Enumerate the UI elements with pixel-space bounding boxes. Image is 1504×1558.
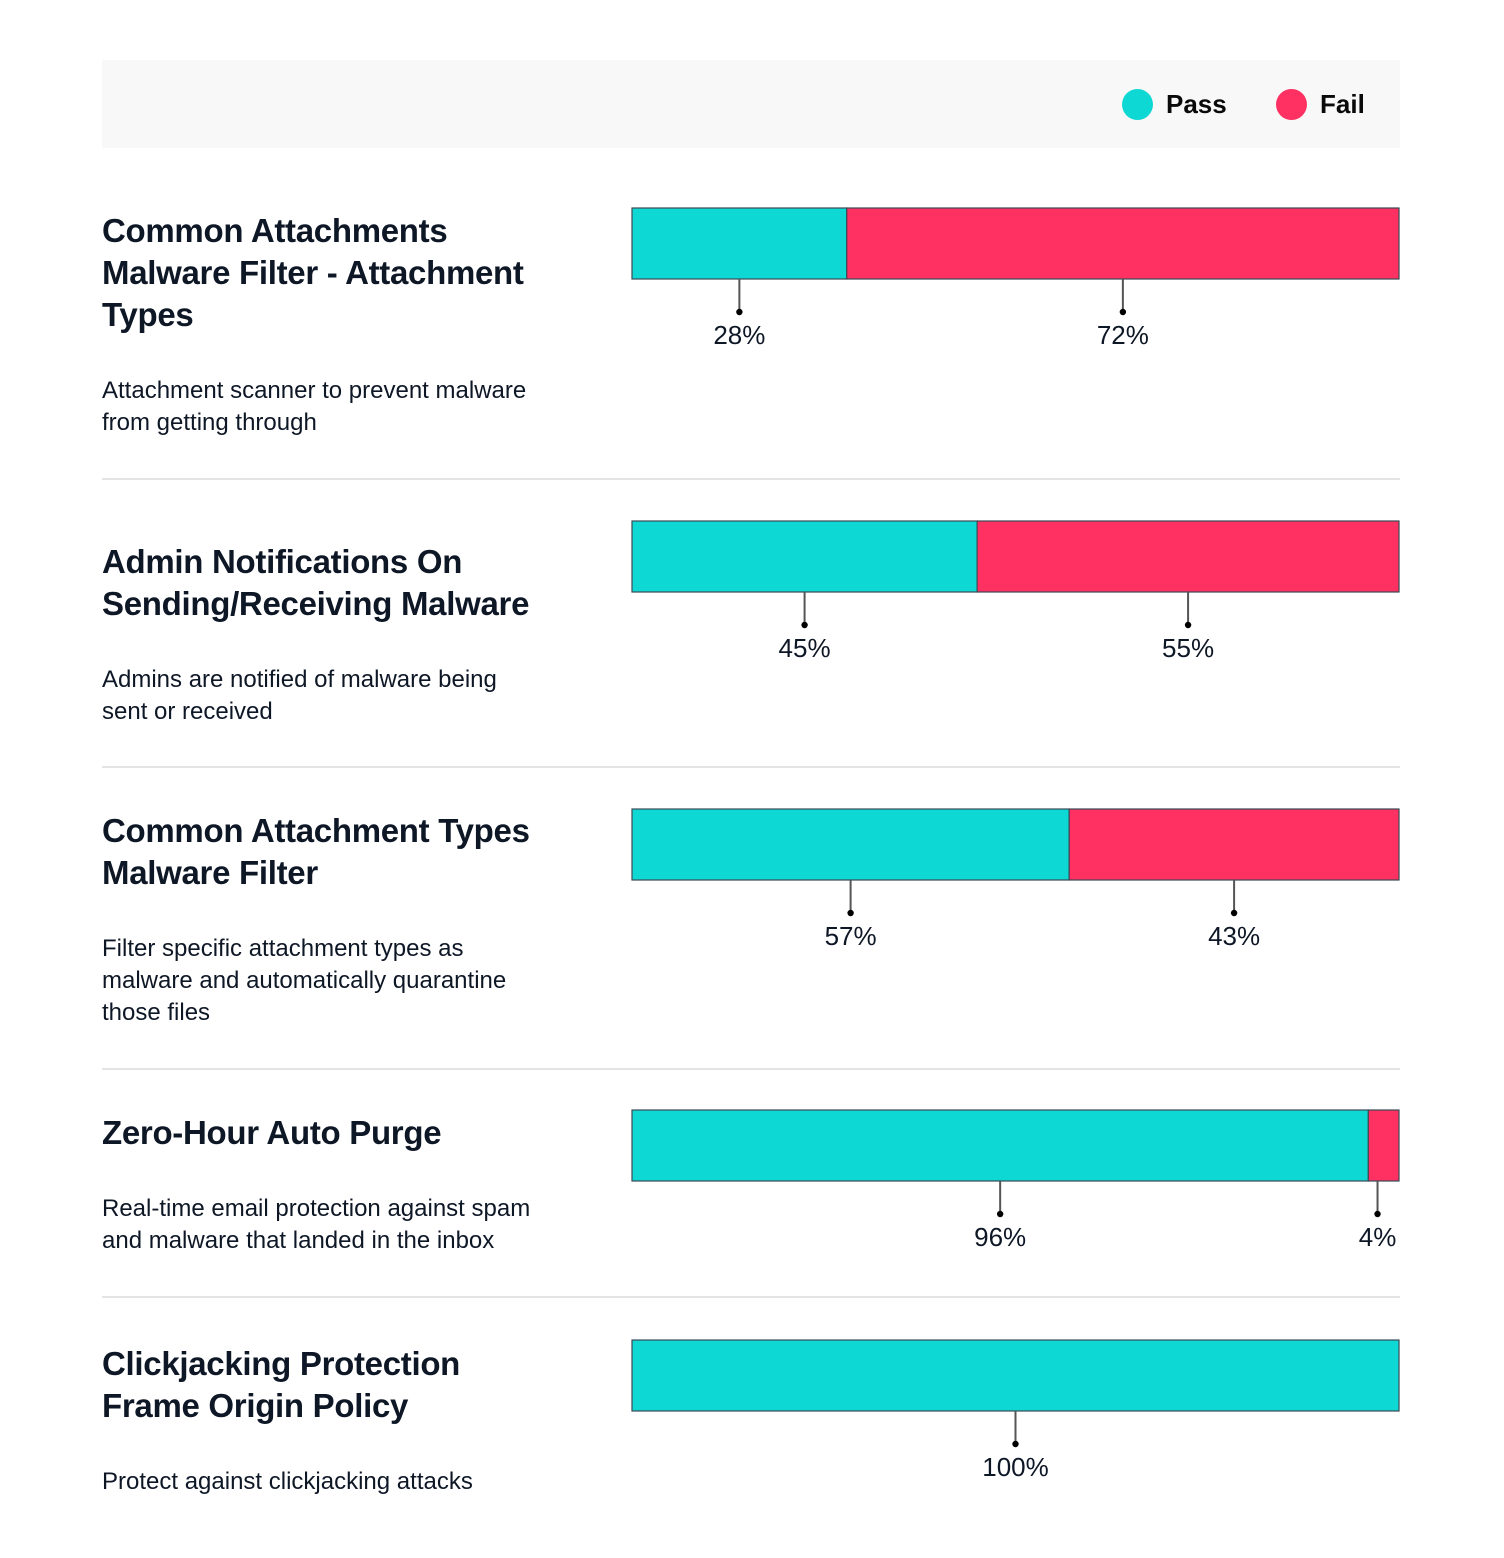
data-label-pass: 45%	[779, 633, 831, 663]
label-leader-dot	[997, 1211, 1003, 1217]
label-leader-dot	[1374, 1211, 1380, 1217]
bar-segment-fail	[1069, 809, 1399, 880]
data-label-fail: 55%	[1162, 633, 1214, 663]
data-label-pass: 57%	[825, 921, 877, 951]
data-label-fail: 4%	[1359, 1222, 1397, 1252]
data-label-pass: 96%	[974, 1222, 1026, 1252]
bar-group: 100%	[632, 1340, 1399, 1482]
bar-segment-fail	[847, 208, 1399, 279]
bar-segment-pass	[632, 1110, 1368, 1181]
data-label-fail: 72%	[1097, 320, 1149, 350]
bar-segment-pass	[632, 809, 1069, 880]
label-leader-dot	[1231, 910, 1237, 916]
label-leader-dot	[1185, 622, 1191, 628]
label-leader-dot	[736, 309, 742, 315]
bar-segment-pass	[632, 208, 847, 279]
bar-segment-pass	[632, 1340, 1399, 1411]
data-label-pass: 28%	[713, 320, 765, 350]
data-label-pass: 100%	[982, 1452, 1049, 1482]
data-label-fail: 43%	[1208, 921, 1260, 951]
bar-group: 28% 72%	[632, 208, 1399, 350]
bar-segment-fail	[1368, 1110, 1399, 1181]
bar-segment-fail	[977, 521, 1399, 592]
bar-group: 45% 55%	[632, 521, 1399, 663]
label-leader-dot	[1120, 309, 1126, 315]
label-leader-dot	[1012, 1441, 1018, 1447]
label-leader-dot	[847, 910, 853, 916]
bar-group: 57% 43%	[632, 809, 1399, 951]
label-leader-dot	[801, 622, 807, 628]
bar-group: 96% 4%	[632, 1110, 1399, 1252]
bar-segment-pass	[632, 521, 977, 592]
